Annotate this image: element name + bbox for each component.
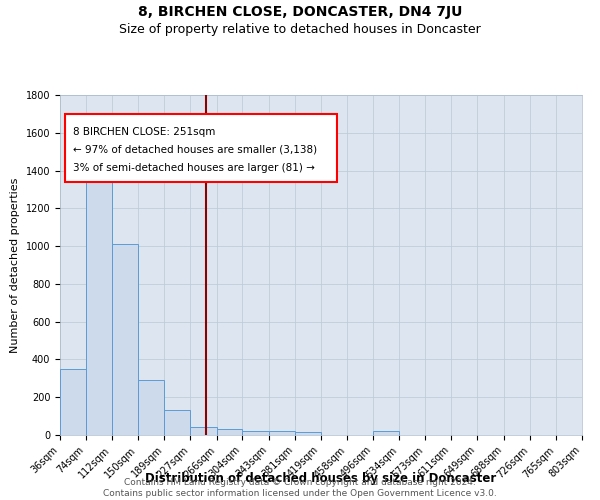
FancyBboxPatch shape [65, 114, 337, 182]
Text: 3% of semi-detached houses are larger (81) →: 3% of semi-detached houses are larger (8… [73, 163, 315, 173]
Bar [373, 431, 399, 435]
Text: 8, BIRCHEN CLOSE, DONCASTER, DN4 7JU: 8, BIRCHEN CLOSE, DONCASTER, DN4 7JU [138, 5, 462, 19]
Bar [112, 244, 137, 435]
Bar [295, 432, 320, 435]
Bar [217, 430, 242, 435]
Text: Size of property relative to detached houses in Doncaster: Size of property relative to detached ho… [119, 22, 481, 36]
Bar [60, 369, 86, 435]
Text: Distribution of detached houses by size in Doncaster: Distribution of detached houses by size … [145, 472, 497, 485]
Bar [164, 410, 190, 435]
Bar [242, 431, 269, 435]
Y-axis label: Number of detached properties: Number of detached properties [10, 178, 20, 352]
Bar [86, 182, 112, 435]
Bar [269, 431, 295, 435]
Bar [190, 428, 217, 435]
Bar [137, 380, 164, 435]
Text: 8 BIRCHEN CLOSE: 251sqm: 8 BIRCHEN CLOSE: 251sqm [73, 128, 215, 138]
Text: Contains HM Land Registry data © Crown copyright and database right 2024.
Contai: Contains HM Land Registry data © Crown c… [103, 478, 497, 498]
Text: ← 97% of detached houses are smaller (3,138): ← 97% of detached houses are smaller (3,… [73, 144, 317, 154]
